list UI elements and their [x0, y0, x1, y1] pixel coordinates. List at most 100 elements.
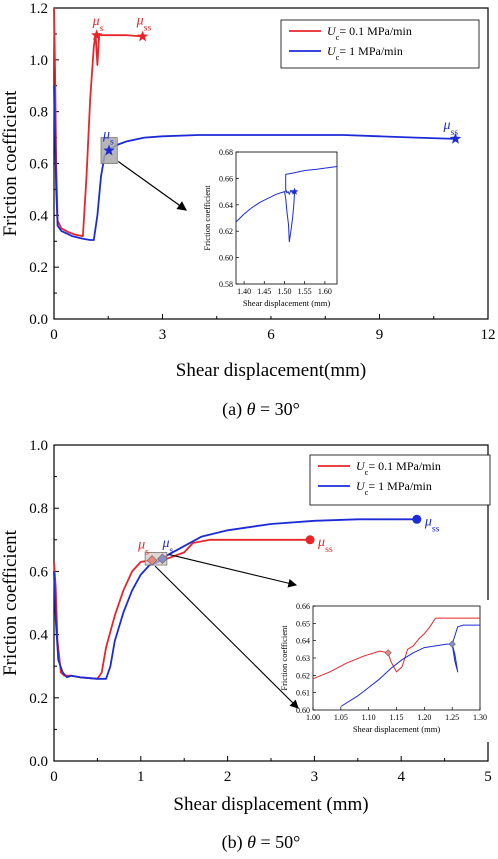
caption-value: = 50° — [256, 832, 300, 852]
x-tick-label: 0 — [50, 769, 58, 785]
marker-label-sub: ss — [432, 523, 440, 534]
caption-prefix: (a) — [222, 399, 246, 420]
y-tick-label: 0.0 — [29, 754, 48, 770]
marker-label: μss — [136, 14, 152, 33]
marker-diamond — [448, 640, 456, 648]
inset-y-tick-label: 0.60 — [296, 706, 310, 715]
x-axis-label: Shear displacement(mm) — [176, 360, 366, 381]
inset-y-tick-label: 0.62 — [296, 671, 310, 680]
x-tick-label: 2 — [224, 769, 232, 785]
inset-x-tick-label: 1.10 — [362, 713, 376, 722]
y-tick-label: 0.4 — [29, 628, 48, 644]
x-tick-label: 5 — [484, 769, 492, 785]
inset-frame — [312, 605, 481, 711]
marker-label: μs — [102, 128, 114, 148]
legend-entry-sub: c — [365, 488, 369, 497]
marker-label-main: μ — [92, 14, 100, 29]
marker-label-main: μ — [317, 535, 325, 550]
marker-label: μs — [92, 14, 104, 34]
inset-y-tick-label: 0.65 — [296, 619, 310, 628]
marker-label-main: μ — [162, 536, 170, 551]
y-tick-label: 1.0 — [29, 53, 48, 69]
inset-series-line — [340, 624, 480, 707]
marker-label-sub: ss — [144, 22, 152, 33]
y-tick-label: 0.6 — [29, 564, 48, 580]
marker-label: μss — [424, 514, 440, 534]
y-axis-label: Friction coefficient — [0, 529, 21, 676]
inset-y-tick-label: 0.66 — [296, 602, 310, 611]
marker-circle — [412, 514, 422, 524]
y-tick-label: 0.2 — [29, 260, 48, 276]
legend-entry-rest: = 0.1 MPa/min — [368, 459, 440, 473]
marker-star — [103, 144, 115, 156]
marker-label-main: μ — [102, 128, 110, 143]
inset-series-line — [235, 166, 338, 243]
y-tick-label: 0.0 — [29, 312, 48, 328]
inset-x-tick-label: 1.00 — [306, 713, 320, 722]
legend-entry-main: U — [356, 459, 366, 473]
marker-circle — [305, 535, 315, 545]
marker-label-sub: ss — [325, 543, 333, 554]
inset-x-axis-label: Shear displacement (mm) — [353, 724, 441, 734]
chart-panel-a: 0 3 6 9 12 0.0 0.2 0.4 0.6 0.8 1.0 1.2 Shear displac… — [0, 1, 496, 420]
legend-entry-rest: = 0.1 MPa/min — [339, 24, 411, 38]
inset-x-tick-label: 1.30 — [473, 713, 487, 722]
marker-star — [136, 30, 149, 42]
inset-frame — [235, 151, 338, 285]
inset-y-tick-label: 0.60 — [219, 254, 233, 263]
legend-box — [280, 19, 480, 69]
x-tick-label: 3 — [159, 327, 167, 343]
marker-label: μss — [442, 118, 458, 138]
inset-y-tick-label: 0.61 — [296, 689, 310, 698]
y-tick-label: 1.2 — [29, 1, 48, 17]
y-tick-label: 0.6 — [29, 157, 48, 173]
marker-label-sub: ss — [450, 126, 458, 137]
inset-x-tick-label: 1.45 — [257, 287, 271, 296]
inset-chart: 1.00 1.05 1.10 1.15 1.20 1.25 1.30 0.60 0.61 0.62… — [277, 600, 490, 742]
marker-star — [449, 132, 462, 144]
legend-entry: Uc= 0.1 MPa/min — [356, 459, 441, 477]
legend-entry: Uc= 0.1 MPa/min — [327, 24, 412, 42]
marker-label: μs — [162, 536, 174, 556]
inset-y-tick-label: 0.63 — [296, 654, 310, 663]
series-line-blue — [53, 518, 419, 680]
inset-y-tick-label: 0.68 — [219, 148, 233, 157]
inset-x-tick-label: 1.20 — [417, 713, 431, 722]
inset-x-axis-label: Shear displacement (mm) — [243, 298, 331, 308]
x-tick-label: 6 — [267, 327, 275, 343]
zoom-arrow — [117, 161, 187, 211]
inset-y-tick-label: 0.66 — [219, 174, 233, 183]
legend-entry-main: U — [327, 44, 337, 58]
inset-y-tick-label: 0.58 — [219, 280, 233, 289]
inset-x-tick-label: 1.40 — [237, 287, 251, 296]
marker-label-main: μ — [424, 514, 432, 529]
caption-symbol: θ — [247, 399, 256, 419]
legend-entry-main: U — [327, 24, 337, 38]
inset-series-line — [312, 617, 480, 680]
x-tick-label: 9 — [376, 327, 384, 343]
x-tick-label: 0 — [50, 327, 58, 343]
marker-label-main: μ — [137, 537, 145, 552]
inset-x-tick-label: 1.60 — [318, 287, 332, 296]
inset-chart: 1.40 1.45 1.50 1.55 1.60 0.58 0.60 0.62 0.64 0.66… — [200, 146, 347, 316]
marker-diamond — [146, 555, 158, 566]
series-line-red — [53, 538, 311, 680]
legend-entry-sub: c — [365, 468, 369, 477]
marker-label-sub: s — [110, 136, 114, 147]
marker-label-main: μ — [136, 14, 144, 29]
inset-x-tick-label: 1.55 — [298, 287, 312, 296]
x-tick-label: 1 — [137, 769, 145, 785]
y-tick-label: 0.8 — [29, 105, 48, 121]
marker-label-sub: s — [100, 23, 104, 34]
marker-label-sub: s — [170, 544, 174, 555]
x-tick-label: 4 — [397, 769, 405, 785]
marker-diamond — [384, 649, 392, 657]
x-tick-label: 12 — [481, 327, 496, 343]
inset-x-tick-label: 1.25 — [445, 713, 459, 722]
marker-star — [91, 29, 103, 41]
marker-star — [290, 187, 299, 195]
inset-y-tick-label: 0.62 — [219, 227, 233, 236]
